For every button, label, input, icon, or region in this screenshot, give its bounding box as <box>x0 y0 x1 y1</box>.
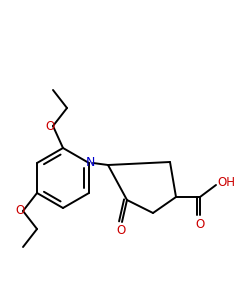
Text: O: O <box>15 204 25 217</box>
Text: N: N <box>85 156 95 170</box>
Text: OH: OH <box>217 176 235 188</box>
Text: O: O <box>195 217 205 231</box>
Text: O: O <box>116 225 126 237</box>
Text: O: O <box>45 120 55 132</box>
